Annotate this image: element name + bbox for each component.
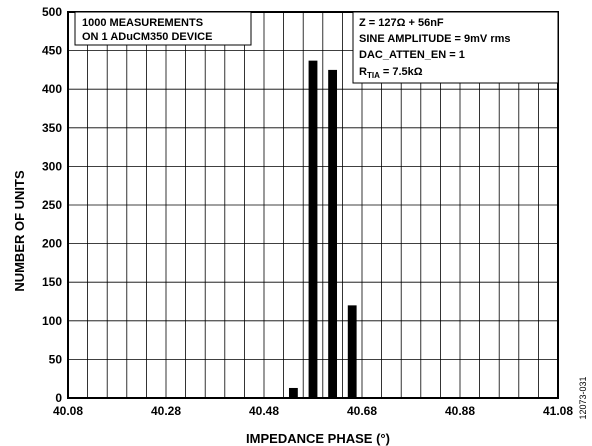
annotation-box-right [352,11,559,84]
annotation-right-line-4: RTIA = 7.5kΩ [359,66,423,80]
x-tick-label: 40.28 [151,404,181,418]
x-tick-label: 40.88 [445,404,475,418]
y-tick-label: 250 [42,198,62,212]
histogram-bar [328,69,338,399]
y-tick-label: 150 [42,275,62,289]
annotation-left-line-2: ON 1 ADuCM350 DEVICE [82,31,212,43]
x-tick-label: 40.68 [347,404,377,418]
y-tick-label: 400 [42,82,62,96]
histogram-bar [288,387,298,398]
x-tick-label: 40.08 [53,404,83,418]
x-tick-label: 41.08 [543,404,573,418]
histogram-bar [347,305,357,398]
x-axis-title: IMPEDANCE PHASE (°) [246,431,390,446]
y-tick-label: 100 [42,314,62,328]
y-tick-label: 0 [55,391,62,405]
annotation-right-line-2: SINE AMPLITUDE = 9mV rms [359,33,511,45]
y-tick-label: 300 [42,159,62,173]
annotation-r-symbol: R [359,66,367,78]
bars [288,60,357,399]
plot-frame [67,11,559,399]
annotation-r-subscript: TIA [367,71,380,80]
annotation-box-left [74,11,252,46]
annotation-right-line-1: Z = 127Ω + 56nF [359,17,444,29]
annotation-r-value: = 7.5kΩ [380,66,423,78]
y-tick-label: 350 [42,121,62,135]
x-tick-labels: 40.08 40.28 40.48 40.68 40.88 41.08 [53,404,573,418]
y-tick-label: 200 [42,237,62,251]
y-tick-label: 50 [49,352,63,366]
y-tick-label: 500 [42,5,62,19]
histogram-bar [308,60,318,399]
x-tick-label: 40.48 [249,404,279,418]
y-tick-label: 450 [42,44,62,58]
y-tick-labels: 0 50 100 150 200 250 300 350 400 450 500 [42,5,62,405]
figure-id: 12073-031 [578,376,588,419]
annotation-right-line-3: DAC_ATTEN_EN = 1 [359,49,465,61]
annotation-left-line-1: 1000 MEASUREMENTS [82,17,203,29]
y-axis-title: NUMBER OF UNITS [12,170,27,292]
